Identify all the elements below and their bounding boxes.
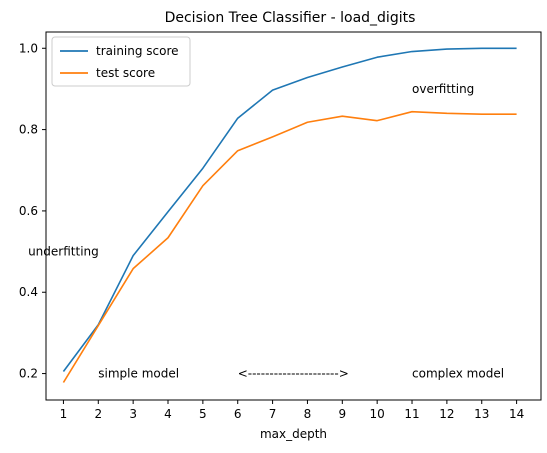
- plot-frame: [45, 31, 542, 401]
- y-tick-label: 0.2: [19, 367, 38, 381]
- annotation-text: overfitting: [412, 82, 474, 96]
- x-tick-label: 9: [338, 407, 346, 421]
- x-tick-label: 5: [199, 407, 207, 421]
- annotation-text: simple model: [98, 367, 179, 381]
- x-tick-label: 1: [60, 407, 68, 421]
- x-tick-label: 8: [304, 407, 312, 421]
- x-tick-label: 11: [404, 407, 419, 421]
- plot-area: [62, 47, 517, 383]
- annotation-text: <--------------------->: [238, 367, 349, 381]
- legend-entry: test score: [96, 66, 155, 80]
- annotations: underfitting overfitting simple model <----…: [28, 82, 504, 381]
- y-tick-label: 0.6: [19, 204, 38, 218]
- series-line-training-score: [62, 47, 517, 373]
- annotation-text: underfitting: [28, 245, 99, 259]
- series-line-test-score: [62, 110, 517, 383]
- annotation-text: complex model: [412, 367, 504, 381]
- y-tick-label: 0.8: [19, 123, 38, 137]
- x-tick-label: 6: [234, 407, 242, 421]
- y-axis: 0.2 0.4 0.6 0.8 1.0: [19, 41, 46, 381]
- y-tick-label: 0.4: [19, 285, 38, 299]
- x-tick-label: 10: [370, 407, 385, 421]
- x-axis: 1 2 3 4 5 6 7 8 9 10 11 12 13 14: [60, 400, 524, 421]
- x-tick-label: 3: [129, 407, 137, 421]
- legend-entry: training score: [96, 44, 179, 58]
- chart-title: Decision Tree Classifier - load_digits: [165, 10, 416, 26]
- x-tick-label: 12: [439, 407, 454, 421]
- x-tick-label: 13: [474, 407, 489, 421]
- x-axis-label: max_depth: [260, 427, 327, 441]
- y-tick-label: 1.0: [19, 41, 38, 55]
- x-tick-label: 7: [269, 407, 277, 421]
- x-tick-label: 4: [164, 407, 172, 421]
- legend: training score test score: [51, 36, 191, 87]
- x-tick-label: 14: [509, 407, 524, 421]
- x-tick-label: 2: [94, 407, 102, 421]
